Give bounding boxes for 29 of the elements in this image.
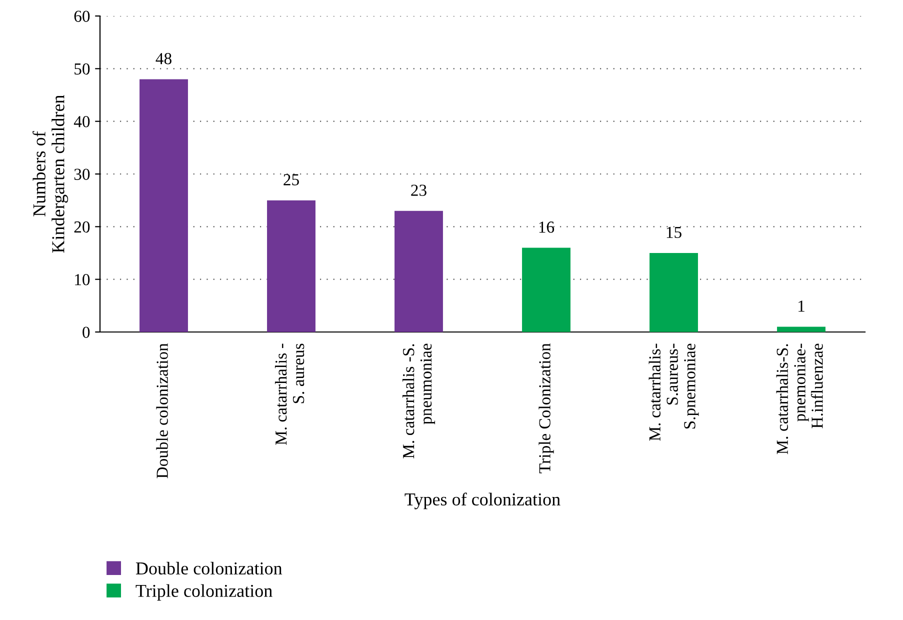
x-tick-label: M. catarrhalis -S. pneumoniae: [402, 344, 436, 458]
y-tick-label: 60: [74, 10, 90, 22]
x-axis-title: Types of colonization: [404, 492, 560, 510]
x-tick-label: Double colonization: [156, 343, 168, 478]
bar: [650, 253, 698, 332]
data-label: 23: [411, 184, 426, 196]
y-tick-label: 20: [74, 221, 90, 233]
data-label: 16: [539, 222, 554, 233]
y-tick-label: 50: [74, 63, 90, 75]
data-label: 25: [284, 174, 299, 186]
legend-label: Triple colonization: [136, 584, 272, 601]
bar: [140, 79, 188, 332]
y-tick-label: 30: [74, 168, 90, 180]
data-label: 1: [798, 300, 804, 312]
x-tick-label: M. catarrhalis- S.aureus- S.pnemoniae: [648, 344, 699, 441]
y-axis-title: Numbers of Kindergarten children: [32, 94, 68, 253]
legend-label: Double colonization: [136, 562, 282, 575]
bar: [522, 248, 570, 332]
data-label: 15: [666, 226, 682, 238]
y-tick-label: 40: [74, 116, 90, 128]
bar: [267, 200, 316, 332]
bar: [777, 326, 826, 332]
data-label: 48: [156, 52, 172, 64]
x-tick-label: Triple Colonization: [538, 343, 554, 474]
bar: [394, 210, 443, 332]
y-tick-label: 10: [75, 274, 90, 286]
y-tick-label: 0: [82, 326, 90, 338]
x-tick-label: M. catarrhalis - S. aureus: [274, 344, 304, 445]
x-tick-label: M. catarrhalis-S. pnemoniae- H.influenzae: [776, 344, 823, 454]
